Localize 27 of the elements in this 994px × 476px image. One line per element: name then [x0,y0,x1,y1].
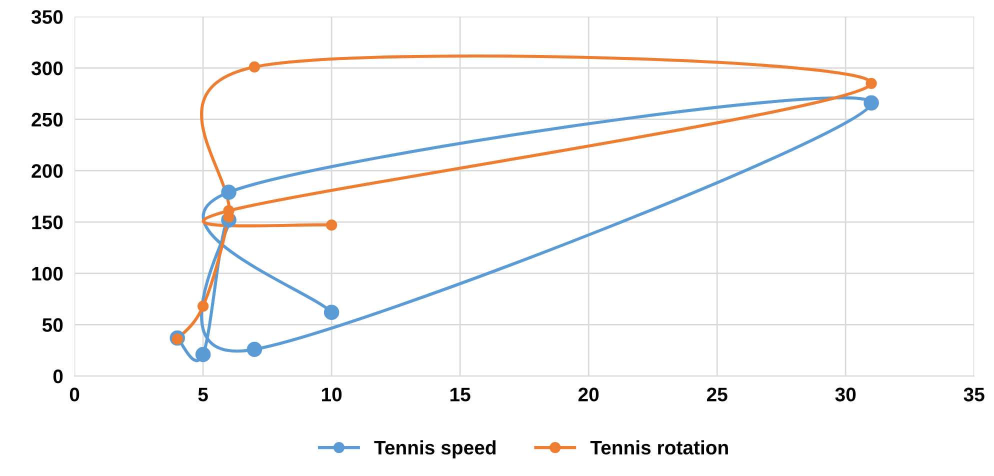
y-tick-label: 300 [31,61,63,76]
y-tick-label: 0 [53,370,63,384]
point [866,78,877,89]
x-tick-label: 25 [706,388,728,402]
y-tick-label: 200 [32,164,63,178]
legend-label: Tennis rotation [590,440,728,455]
x-tick-label: 15 [450,388,470,402]
y-tick-label: 50 [42,318,63,332]
x-tick-label: 5 [198,388,208,402]
y-tick-label: 100 [32,266,63,281]
x-tick-label: 30 [835,388,856,402]
point [198,300,209,312]
point [246,342,262,357]
x-tick-label: 0 [70,388,80,402]
y-tick-label: 250 [32,112,63,127]
point [326,220,338,231]
x-tick-label: 20 [578,388,599,402]
x-tick-label: 35 [964,388,984,402]
point [221,184,236,200]
legend-label: Tennis speed [374,440,496,458]
y-tick-label: 150 [32,215,63,230]
point [864,95,879,111]
point [195,346,211,362]
y-tick-label: 350 [31,10,63,24]
point [248,61,260,73]
x-tick-label: 10 [322,388,342,402]
point [324,304,340,320]
